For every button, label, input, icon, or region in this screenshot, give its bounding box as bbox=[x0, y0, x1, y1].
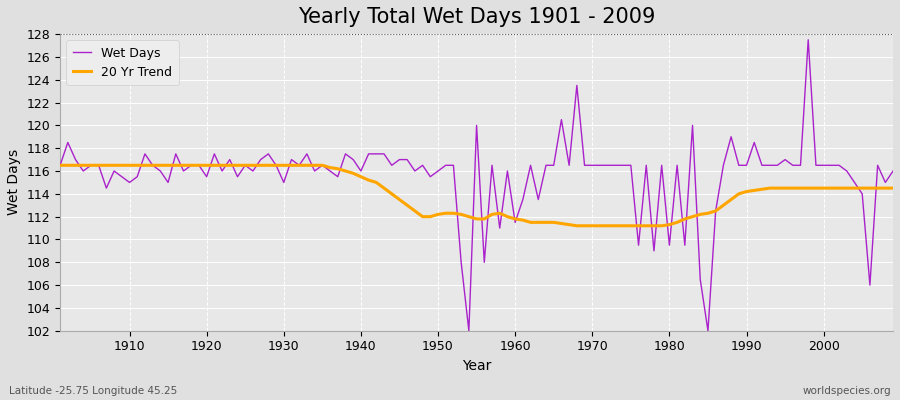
Wet Days bbox=[518, 197, 528, 202]
Wet Days bbox=[332, 174, 343, 179]
20 Yr Trend bbox=[332, 166, 343, 171]
Wet Days bbox=[803, 37, 814, 42]
Wet Days bbox=[887, 169, 898, 174]
Text: Latitude -25.75 Longitude 45.25: Latitude -25.75 Longitude 45.25 bbox=[9, 386, 177, 396]
Wet Days bbox=[509, 220, 520, 225]
Wet Days bbox=[610, 163, 621, 168]
20 Yr Trend bbox=[502, 214, 513, 219]
Wet Days bbox=[286, 157, 297, 162]
Wet Days bbox=[116, 174, 127, 179]
Legend: Wet Days, 20 Yr Trend: Wet Days, 20 Yr Trend bbox=[67, 40, 178, 85]
20 Yr Trend bbox=[572, 223, 582, 228]
20 Yr Trend bbox=[286, 163, 297, 168]
Y-axis label: Wet Days: Wet Days bbox=[7, 149, 21, 216]
Line: 20 Yr Trend: 20 Yr Trend bbox=[60, 165, 893, 226]
X-axis label: Year: Year bbox=[462, 359, 491, 373]
Wet Days bbox=[55, 163, 66, 168]
20 Yr Trend bbox=[55, 163, 66, 168]
Line: Wet Days: Wet Days bbox=[60, 40, 893, 331]
Wet Days bbox=[464, 328, 474, 333]
Title: Yearly Total Wet Days 1901 - 2009: Yearly Total Wet Days 1901 - 2009 bbox=[298, 7, 655, 27]
20 Yr Trend bbox=[610, 223, 621, 228]
20 Yr Trend bbox=[887, 186, 898, 190]
Text: worldspecies.org: worldspecies.org bbox=[803, 386, 891, 396]
20 Yr Trend bbox=[509, 216, 520, 221]
20 Yr Trend bbox=[116, 163, 127, 168]
